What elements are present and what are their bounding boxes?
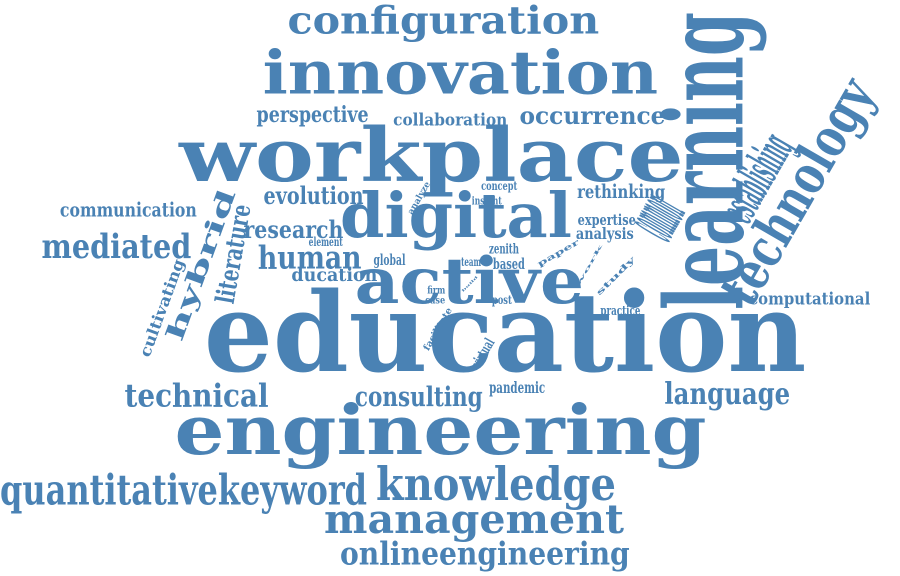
word-based: based [492,254,525,273]
word-expertise: expertise [577,210,636,229]
word-language: language [663,376,790,412]
word-knowledge: knowledge [376,457,616,512]
word-practice: practice [599,302,640,318]
word-configuration: configuration [287,0,599,43]
word-post: post [491,292,512,307]
word-quantitativekeyword: quantitativekeyword [0,465,368,516]
word-collaboration: collaboration [393,109,508,130]
word-research: research [242,215,343,244]
word-concept: concept [481,178,518,193]
word-rethinking: rethinking [577,180,666,203]
word-digital: digital [340,179,572,253]
word-global: global [372,250,405,269]
word-education: education [203,269,807,399]
word-management: management [324,496,624,543]
word-technical: technical [124,376,269,415]
word-element: element [308,234,343,249]
word-mediated: mediated [40,226,191,267]
word-human: human [257,238,362,277]
word-workplace: workplace [179,112,684,200]
word-zenith: zenith [489,240,519,258]
word-pandemic: pandemic [489,378,546,398]
word-consulting: consulting [354,380,483,413]
word-evolution: evolution [263,181,364,210]
word-insight: insight [471,193,502,207]
word-onlineengineering: onlineengineering [339,534,630,573]
word-analysis: analysis [575,224,634,244]
word-case: case [425,294,446,306]
word-computational: computational [749,288,871,309]
word-occurrence: occurrence [518,101,665,130]
word-engineering: engineering [174,391,706,472]
word-ducation: ducation [290,264,377,286]
word-communication: communication [59,198,197,222]
word-innovation: innovation [262,38,658,109]
word-firm: firm [427,284,446,296]
word-active: active [354,243,584,319]
word-team: team [461,254,482,269]
word-perspective: perspective [256,101,369,128]
